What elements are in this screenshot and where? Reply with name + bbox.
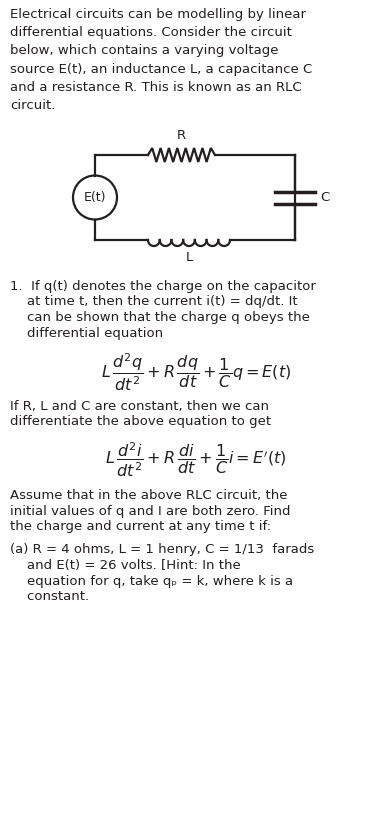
Text: Electrical circuits can be modelling by linear
differential equations. Consider : Electrical circuits can be modelling by … [10,8,312,112]
Text: 1.  If q(t) denotes the charge on the capacitor: 1. If q(t) denotes the charge on the cap… [10,280,316,293]
Text: $L\,\dfrac{d^2i}{dt^2} + R\,\dfrac{di}{dt} + \dfrac{1}{C}i = E'(t)$: $L\,\dfrac{d^2i}{dt^2} + R\,\dfrac{di}{d… [105,441,287,479]
Text: the charge and current at any time t if:: the charge and current at any time t if: [10,520,271,533]
Text: (a) R = 4 ohms, L = 1 henry, C = 1/13  farads: (a) R = 4 ohms, L = 1 henry, C = 1/13 fa… [10,543,314,557]
Text: initial values of q and I are both zero. Find: initial values of q and I are both zero.… [10,504,290,518]
Text: R: R [177,129,186,142]
Text: at time t, then the current i(t) = dq/dt. It: at time t, then the current i(t) = dq/dt… [10,296,298,308]
Text: differentiate the above equation to get: differentiate the above equation to get [10,416,271,429]
Text: differential equation: differential equation [10,327,163,340]
Text: C: C [320,191,329,204]
Text: and E(t) = 26 volts. [Hint: In the: and E(t) = 26 volts. [Hint: In the [10,559,241,572]
Text: can be shown that the charge q obeys the: can be shown that the charge q obeys the [10,311,310,324]
Text: If R, L and C are constant, then we can: If R, L and C are constant, then we can [10,400,269,413]
Text: $L\,\dfrac{d^2q}{dt^2} + R\,\dfrac{dq}{dt} + \dfrac{1}{C}q = E(t)$: $L\,\dfrac{d^2q}{dt^2} + R\,\dfrac{dq}{d… [101,352,291,393]
Text: constant.: constant. [10,590,89,603]
Text: equation for q, take qₚ = k, where k is a: equation for q, take qₚ = k, where k is … [10,574,293,588]
Text: Assume that in the above RLC circuit, the: Assume that in the above RLC circuit, th… [10,489,287,502]
Text: L: L [185,251,192,264]
Text: E(t): E(t) [84,191,106,204]
